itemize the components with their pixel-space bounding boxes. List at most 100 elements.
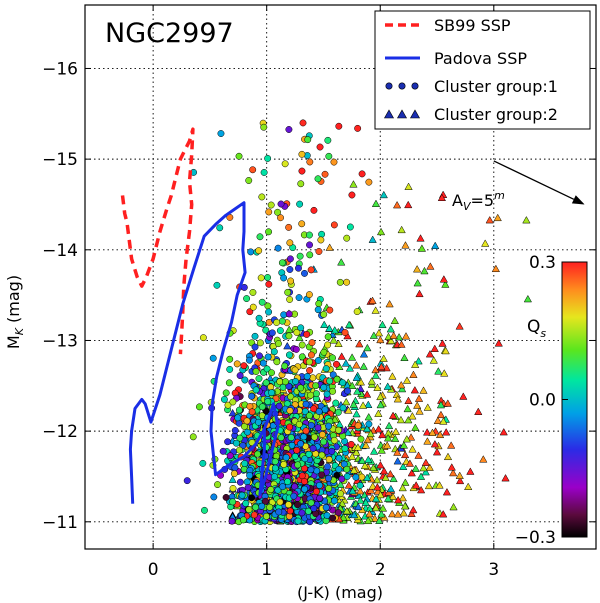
cluster-group1-point <box>320 310 328 318</box>
cluster-group1-point <box>323 512 331 519</box>
cluster-group2-point <box>522 215 531 224</box>
cluster-group1-point <box>255 418 262 426</box>
cluster-group2-point <box>348 381 357 389</box>
cluster-group2-point <box>344 481 353 489</box>
cluster-group2-point <box>379 354 388 362</box>
cluster-group1-point <box>256 352 263 360</box>
cluster-group2-point <box>364 400 373 408</box>
cluster-group2-point <box>349 466 359 474</box>
cluster-group1-point <box>273 319 281 326</box>
cluster-group2-point <box>369 447 379 455</box>
cluster-group2-point <box>393 394 402 403</box>
cluster-group1-point <box>260 169 268 176</box>
cluster-group1-point <box>308 339 316 347</box>
cluster-group2-point <box>466 467 475 475</box>
cluster-group1-point <box>330 497 338 505</box>
cluster-group2-point <box>320 320 329 328</box>
cluster-group2-point <box>364 455 373 463</box>
cluster-group2-point <box>430 439 440 448</box>
cluster-group1-point <box>263 365 271 373</box>
cluster-group1-point <box>281 362 289 370</box>
cluster-group2-point <box>377 446 386 454</box>
cluster-group2-point <box>436 400 446 409</box>
cluster-group2-point <box>420 266 429 275</box>
x-tick-label: 0 <box>148 560 159 580</box>
colorbar-label-sub: s <box>540 327 546 340</box>
cluster-group2-point <box>439 510 448 518</box>
sb99-ssp-line <box>120 127 195 355</box>
cluster-group2-point <box>359 362 368 370</box>
cluster-group2-point <box>371 371 381 379</box>
cluster-group2-point <box>363 343 372 352</box>
cluster-group2-point <box>368 296 377 304</box>
cluster-group2-point <box>416 472 426 480</box>
cluster-group1-point <box>326 306 334 314</box>
cluster-group1-point <box>328 447 336 455</box>
cluster-group2-point <box>409 370 418 378</box>
cluster-group2-point <box>374 409 383 417</box>
cluster-group2-point <box>383 441 392 449</box>
cluster-group1-point <box>282 454 290 461</box>
cluster-group2-point <box>388 411 398 419</box>
cluster-group2-point <box>423 437 432 445</box>
cluster-group2-point <box>449 502 458 511</box>
cluster-group1-point <box>334 509 342 517</box>
cluster-group2-point <box>376 460 385 469</box>
cluster-group1-point <box>307 391 315 399</box>
cluster-group1-point <box>295 420 303 428</box>
cluster-group1-point <box>287 434 295 442</box>
cluster-group1-point <box>305 358 313 366</box>
chart-title: NGC2997 <box>105 18 234 49</box>
cluster-group1-point <box>358 170 366 178</box>
cluster-group1-point <box>240 465 248 473</box>
cluster-group1-point <box>346 223 354 231</box>
cluster-group2-point <box>459 392 468 400</box>
legend-triangle-icon <box>396 109 408 119</box>
cluster-group1-point <box>315 408 323 415</box>
cluster-group1-point <box>321 170 329 178</box>
cluster-group1-point <box>286 507 294 515</box>
cluster-group2-point <box>390 316 399 324</box>
cluster-group1-point <box>271 458 279 466</box>
cluster-group1-point <box>248 494 256 502</box>
cluster-group2-point <box>383 382 392 390</box>
cluster-group2-point <box>400 450 410 459</box>
cluster-group1-point <box>201 506 208 514</box>
cluster-group2-point <box>379 466 389 475</box>
cluster-group1-point <box>276 498 284 506</box>
cluster-group2-point <box>345 320 354 329</box>
cluster-group1-point <box>261 497 269 505</box>
cluster-group2-point <box>371 503 381 512</box>
cluster-group1-point <box>315 300 323 308</box>
cluster-group2-point <box>371 306 380 314</box>
cluster-group1-point <box>248 408 256 416</box>
cluster-group2-point <box>367 377 376 385</box>
cluster-group2-point <box>404 200 413 209</box>
cluster-group1-point <box>339 379 347 387</box>
cluster-group1-point <box>262 379 270 387</box>
cluster-group1-point <box>347 440 355 448</box>
y-tick-label: −15 <box>42 150 78 170</box>
cluster-group2-point <box>436 410 446 419</box>
cluster-group2-point <box>389 474 398 483</box>
cluster-group1-point <box>352 473 360 481</box>
cluster-group1-point <box>334 408 342 416</box>
cluster-group2-point <box>354 502 363 511</box>
cluster-group2-point <box>355 339 364 348</box>
cluster-group1-point <box>293 446 301 454</box>
cluster-group1-point <box>320 348 328 356</box>
cluster-group1-point <box>316 481 323 489</box>
cluster-group1-point <box>238 491 246 499</box>
cluster-group1-point <box>274 486 282 494</box>
cluster-group2-point <box>375 516 384 524</box>
cluster-group2-point <box>344 406 353 414</box>
cluster-group1-point <box>299 119 307 127</box>
cluster-group1-point <box>297 180 305 188</box>
cluster-group1-point <box>291 452 299 460</box>
cluster-group2-point <box>404 415 413 424</box>
cluster-group1-point <box>365 178 373 186</box>
cluster-group2-point <box>285 325 294 333</box>
cluster-group1-point <box>329 387 337 395</box>
cluster-group2-point <box>352 373 361 381</box>
cluster-group1-point <box>323 390 331 398</box>
